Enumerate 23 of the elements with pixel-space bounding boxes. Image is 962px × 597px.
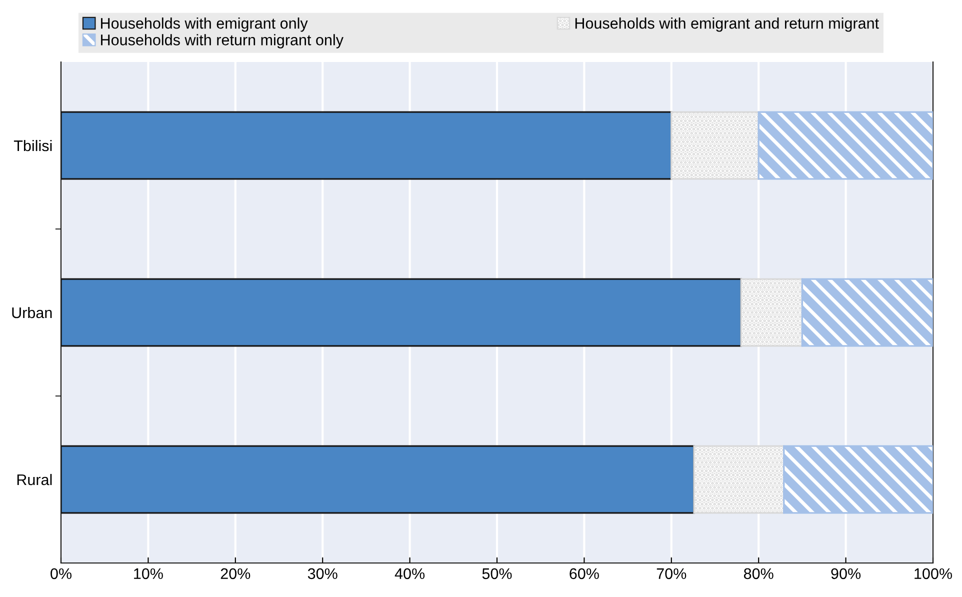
bar bbox=[670, 111, 760, 180]
bar bbox=[783, 445, 933, 514]
x-tick-label: 80% bbox=[744, 568, 774, 580]
x-tick-label: 0% bbox=[50, 568, 72, 580]
y-tick-label: Urban bbox=[12, 306, 52, 318]
x-tick-label: 60% bbox=[570, 568, 599, 580]
x-tick-label: 10% bbox=[134, 568, 163, 580]
y-tick-label: Rural bbox=[17, 474, 52, 486]
y-tick-label: Tbilisi bbox=[14, 140, 52, 152]
bar bbox=[801, 278, 933, 347]
legend-label: Households with emigrant only bbox=[101, 18, 308, 32]
x-tick-label: 30% bbox=[308, 568, 338, 580]
x-tick-label: 50% bbox=[482, 568, 512, 580]
x-tick-label: 40% bbox=[394, 568, 425, 580]
x-tick-label: 100% bbox=[914, 568, 952, 580]
bar bbox=[758, 111, 933, 180]
bar bbox=[740, 278, 804, 347]
x-tick-label: 70% bbox=[656, 568, 686, 580]
legend-label: Households with return migrant only bbox=[101, 34, 344, 48]
legend-label: Households with emigrant and return migrant bbox=[575, 18, 879, 32]
bar bbox=[693, 445, 785, 514]
x-tick-label: 90% bbox=[831, 568, 861, 580]
x-tick-label: 20% bbox=[220, 568, 250, 580]
